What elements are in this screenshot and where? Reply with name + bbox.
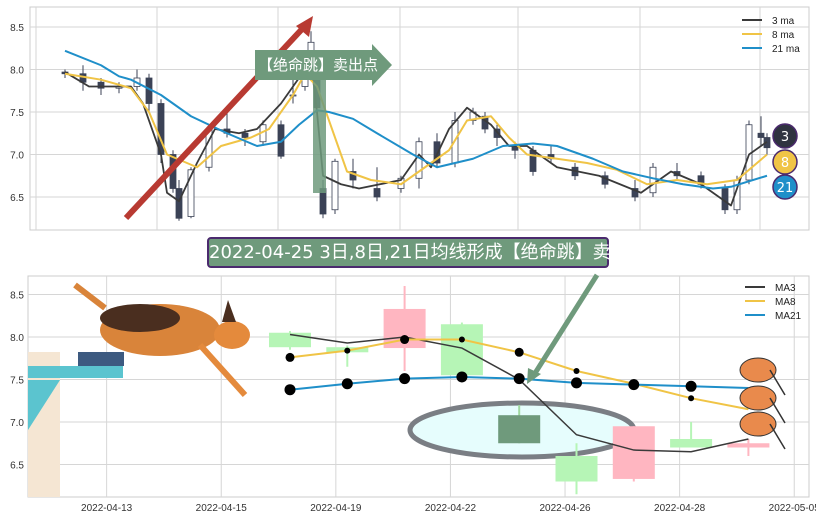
end-marker-label: 8 [781, 156, 789, 171]
bottom-x-tick-label: 2022-04-13 [81, 503, 133, 514]
diving-board-side [28, 380, 60, 430]
top-candle [175, 188, 183, 219]
top-y-tick-label: 8.0 [10, 66, 24, 77]
ma21-dot [399, 373, 411, 385]
top-candle [631, 188, 639, 198]
top-legend-label: 8 ma [772, 30, 795, 41]
bottom-y-tick-label: 6.5 [10, 461, 24, 472]
dog-ear [222, 300, 236, 322]
highlight-bar [313, 78, 326, 193]
top-candle [649, 166, 657, 194]
dog-leg [197, 342, 248, 398]
pointer-arrow [529, 273, 600, 380]
top-y-tick-label: 7.0 [10, 151, 24, 162]
ma21-dot [571, 377, 582, 389]
dog-tail [73, 282, 107, 311]
bottom-x-tick-label: 2022-04-28 [654, 503, 706, 514]
bottom-x-tick-label: 2022-04-19 [310, 503, 362, 514]
bottom-legend-label: MA21 [775, 311, 802, 322]
top-candle [241, 132, 249, 138]
diving-board-edge [78, 352, 124, 366]
bottom-candle [555, 456, 598, 482]
bottom-y-tick-label: 8.0 [10, 333, 24, 344]
ma21-dot [341, 378, 353, 390]
dog-head [214, 321, 250, 349]
top-candle [97, 81, 105, 89]
end-marker-3 [772, 123, 798, 149]
bottom-x-tick-label: 2022-05-05 [769, 503, 816, 514]
top-candle [349, 171, 357, 181]
top-line-3-ma [64, 60, 768, 207]
shrimp-antenna [769, 397, 786, 424]
end-marker-21 [772, 174, 798, 200]
bottom-candle [498, 415, 541, 444]
ma8-dot [458, 336, 465, 343]
ma21-dot [628, 379, 640, 391]
top-candle [529, 149, 537, 172]
end-marker-label: 3 [781, 130, 789, 145]
shrimp-antenna [769, 423, 786, 450]
sell-point-label: 【绝命跳】卖出点 [258, 56, 378, 74]
shrimp-antenna [769, 369, 786, 396]
ma21-dot [685, 380, 697, 392]
ma21-dot [456, 371, 468, 383]
top-candle [433, 141, 441, 164]
diving-board-top [28, 366, 123, 378]
top-candle [187, 169, 195, 217]
bottom-y-tick-label: 7.5 [10, 376, 24, 387]
signal-banner: 2022-04-25 3日,8日,21日均线形成【绝命跳】卖出点 [207, 237, 647, 268]
top-candle [373, 188, 381, 198]
ma8-dot [400, 335, 410, 345]
ma8-dot [344, 347, 351, 354]
bottom-x-tick-label: 2022-04-26 [539, 503, 591, 514]
bottom-y-tick-label: 7.0 [10, 418, 24, 429]
bottom-candle [727, 443, 770, 448]
ma8-dot [514, 347, 524, 357]
ma8-dot [573, 368, 580, 374]
bottom-legend-label: MA3 [775, 283, 796, 294]
top-legend-label: 21 ma [772, 44, 800, 55]
bottom-y-tick-label: 8.5 [10, 291, 24, 302]
bottom-x-tick-label: 2022-04-22 [425, 503, 477, 514]
top-candle [331, 160, 339, 211]
bottom-candle [612, 426, 655, 479]
ma21-dot [284, 384, 296, 396]
top-y-tick-label: 8.5 [10, 23, 24, 34]
dog-back [100, 304, 180, 332]
shrimp-icon [739, 411, 777, 437]
sell-point-label-arrow [255, 44, 392, 86]
top-candle [757, 132, 765, 138]
top-y-tick-label: 7.5 [10, 108, 24, 119]
bottom-legend-label: MA8 [775, 297, 796, 308]
shrimp-icon [739, 385, 777, 411]
bottom-x-tick-label: 2022-04-15 [196, 503, 248, 514]
bottom-candle [670, 439, 713, 448]
top-line-21-ma [64, 49, 768, 190]
red-arrow-head [296, 16, 313, 37]
pointer-arrow-head [527, 368, 541, 384]
end-marker-label: 21 [777, 181, 794, 196]
ma8-dot [688, 395, 695, 402]
top-legend-label: 3 ma [772, 16, 795, 27]
top-y-tick-label: 6.5 [10, 193, 24, 204]
bottom-candle [440, 324, 483, 376]
top-line-8-ma [64, 72, 768, 186]
ma21-dot [513, 373, 525, 385]
shrimp-icon [739, 357, 777, 383]
top-candle [493, 128, 501, 138]
end-marker-8 [772, 149, 798, 175]
ma8-dot [285, 352, 295, 362]
